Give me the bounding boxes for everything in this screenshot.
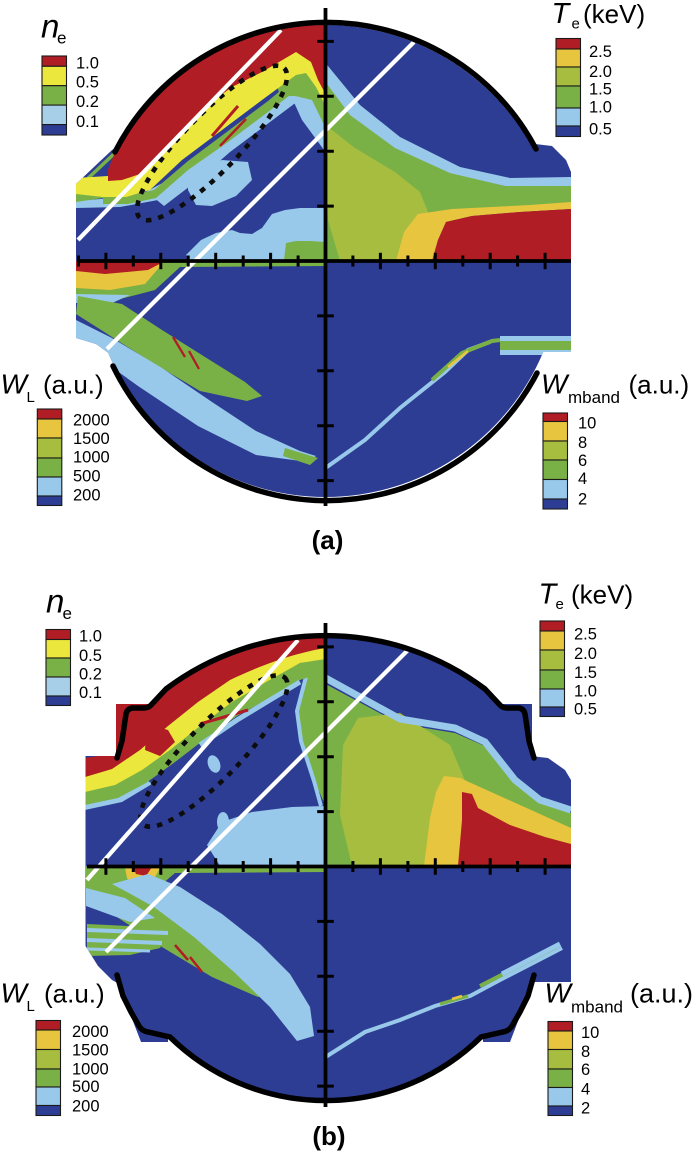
svg-text:n: n [41,8,59,45]
svg-text:(a.u.): (a.u.) [630,979,693,1009]
svg-text:4: 4 [581,1080,590,1098]
svg-text:e: e [57,28,66,47]
svg-text:0.5: 0.5 [79,647,102,665]
svg-text:2000: 2000 [72,1023,109,1041]
svg-text:0.2: 0.2 [76,93,99,111]
svg-text:L: L [27,389,35,406]
svg-text:e: e [572,15,580,32]
svg-text:e: e [63,604,72,623]
svg-text:10: 10 [578,415,596,433]
svg-text:T: T [539,579,559,611]
svg-text:200: 200 [72,1098,100,1116]
svg-text:6: 6 [581,1061,590,1079]
svg-text:0.5: 0.5 [589,120,612,138]
svg-text:1.0: 1.0 [589,98,612,116]
svg-text:(a): (a) [312,525,344,555]
svg-text:W: W [541,369,570,400]
svg-text:L: L [27,998,35,1015]
svg-text:8: 8 [578,434,587,452]
svg-text:2.5: 2.5 [574,625,597,643]
svg-text:mband: mband [568,388,620,407]
svg-text:1500: 1500 [73,430,110,448]
svg-text:(a.u.): (a.u.) [629,370,690,400]
svg-text:1.5: 1.5 [574,664,597,682]
svg-text:2.5: 2.5 [589,43,612,61]
svg-text:0.5: 0.5 [76,73,99,91]
svg-text:n: n [46,583,64,620]
svg-text:2.0: 2.0 [589,63,612,81]
svg-text:T: T [552,0,572,30]
svg-text:1.5: 1.5 [589,80,612,98]
svg-text:W: W [1,978,30,1009]
svg-text:500: 500 [73,467,101,485]
svg-text:6: 6 [578,452,587,470]
svg-text:8: 8 [581,1043,590,1061]
svg-text:2: 2 [578,490,587,508]
svg-text:W: W [1,369,30,400]
svg-text:500: 500 [72,1078,100,1096]
svg-text:200: 200 [73,487,101,505]
svg-text:e: e [556,596,564,613]
svg-text:0.2: 0.2 [79,666,102,684]
svg-text:0.1: 0.1 [76,113,99,131]
svg-text:0.5: 0.5 [574,700,597,718]
svg-text:1000: 1000 [73,449,110,467]
svg-text:1500: 1500 [72,1042,109,1060]
svg-text:1.0: 1.0 [574,683,597,701]
svg-text:4: 4 [578,470,587,488]
svg-text:(b): (b) [312,1121,345,1151]
svg-text:0.1: 0.1 [79,684,102,702]
svg-text:10: 10 [581,1024,599,1042]
svg-text:(keV): (keV) [571,580,633,610]
svg-text:(a.u.): (a.u.) [43,370,104,400]
svg-text:2: 2 [581,1099,590,1117]
svg-text:2.0: 2.0 [574,645,597,663]
svg-text:W: W [545,978,574,1009]
svg-text:1.0: 1.0 [79,627,102,645]
svg-text:(keV): (keV) [583,0,645,29]
svg-text:1.0: 1.0 [76,54,99,72]
svg-text:2000: 2000 [73,411,110,429]
svg-text:mband: mband [571,998,623,1017]
svg-text:1000: 1000 [72,1060,109,1078]
svg-text:(a.u.): (a.u.) [44,979,105,1009]
